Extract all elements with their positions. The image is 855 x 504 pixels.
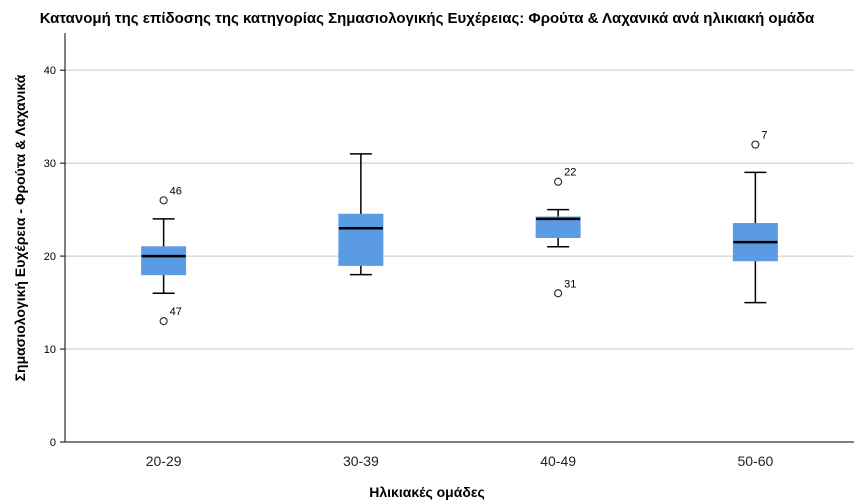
outlier-point — [554, 289, 563, 298]
outlier-label: 47 — [170, 306, 182, 318]
outlier-point — [751, 140, 760, 149]
y-tick-label: 10 — [44, 344, 56, 356]
x-tick-label: 20-29 — [146, 453, 182, 469]
box-iqr — [535, 216, 581, 239]
box-group-50-60: 7 — [732, 130, 778, 304]
axis-layer: 0 10 20 30 40 20-29 30-39 40-49 50-60 — [44, 33, 854, 469]
outlier-point — [159, 317, 168, 326]
y-axis-title: Σημασιολογική Ευχέρεια - Φρούτα & Λαχανι… — [12, 74, 28, 381]
x-tick-label: 50-60 — [737, 453, 773, 469]
box-iqr — [338, 213, 384, 266]
outlier-point — [554, 177, 563, 186]
y-tick-label: 40 — [44, 65, 56, 77]
grid-layer — [65, 69, 854, 350]
box-group-40-49: 22 31 — [535, 167, 581, 298]
chart-title: Κατανομή της επίδοσης της κατηγορίας Σημ… — [40, 10, 815, 27]
outlier-label: 31 — [564, 278, 576, 290]
x-tick-label: 40-49 — [540, 453, 576, 469]
y-tick-label: 30 — [44, 158, 56, 170]
box-group-20-29: 46 47 — [141, 185, 187, 326]
x-axis-title: Ηλικιακές ομάδες — [369, 484, 485, 500]
x-tick-label: 30-39 — [343, 453, 379, 469]
y-tick-label: 0 — [50, 437, 56, 449]
outlier-label: 22 — [564, 167, 576, 179]
box-iqr — [141, 246, 187, 276]
outlier-label: 46 — [170, 185, 182, 197]
y-tick-label: 20 — [44, 251, 56, 263]
box-group-30-39 — [338, 153, 384, 276]
outlier-point — [159, 196, 168, 205]
box-layer: 46 47 22 31 7 — [141, 130, 778, 326]
outlier-label: 7 — [761, 130, 767, 142]
